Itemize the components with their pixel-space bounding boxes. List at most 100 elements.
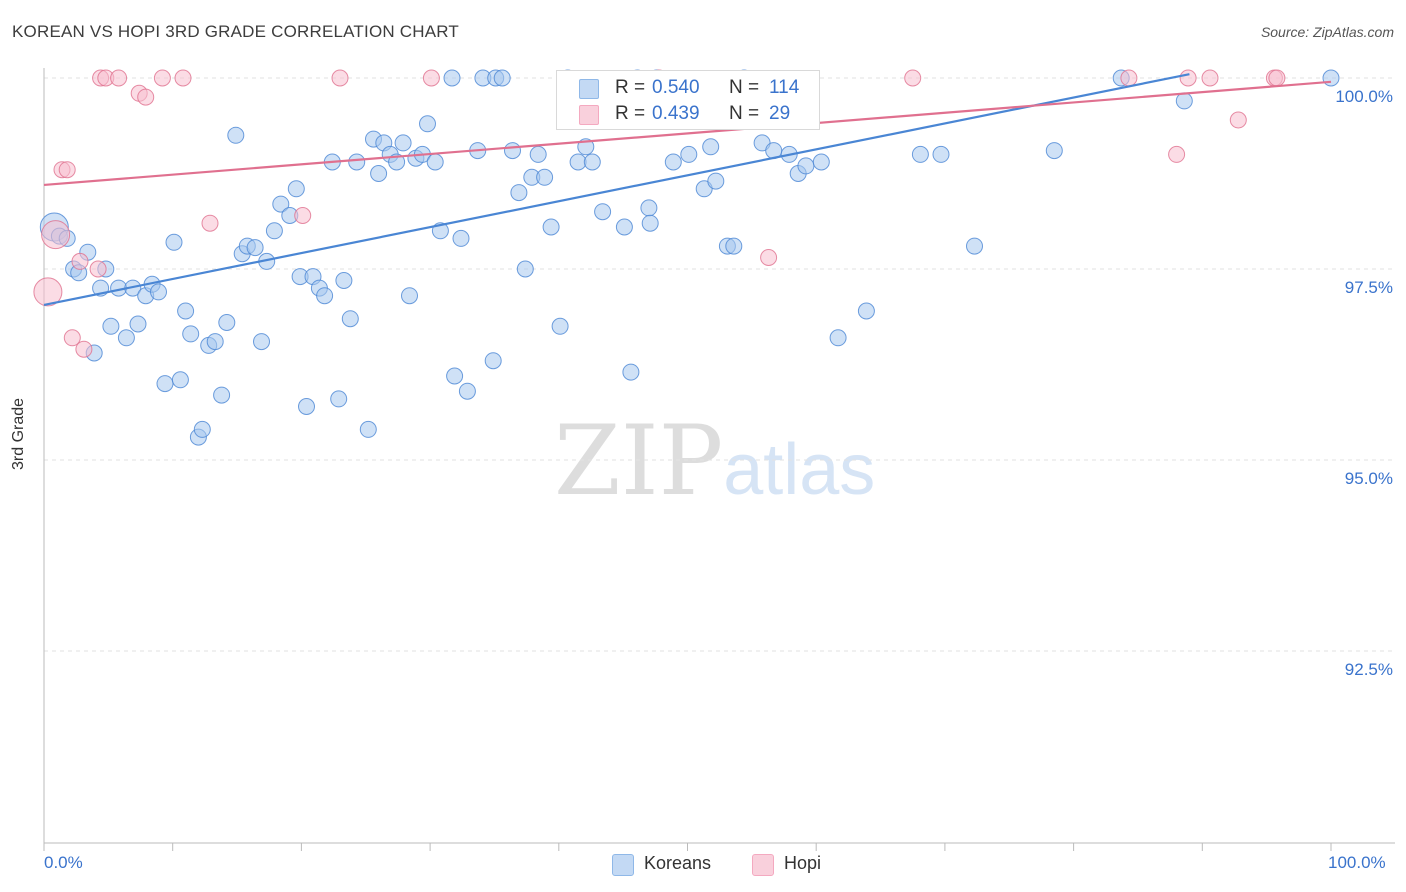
hopi-point xyxy=(201,214,219,232)
koreans-point xyxy=(102,317,120,335)
koreans-point xyxy=(707,172,725,190)
x-tick-label-max: 100.0% xyxy=(1328,853,1386,872)
hopi-point xyxy=(153,69,171,87)
hopi-point xyxy=(89,260,107,278)
hopi-legend-label: Hopi xyxy=(784,853,822,873)
koreans-point xyxy=(536,168,554,186)
koreans-point xyxy=(932,145,950,163)
koreans-point xyxy=(348,153,366,171)
koreans-point xyxy=(1175,92,1193,110)
hopi-point xyxy=(1120,69,1138,87)
stats-legend: R = 0.540 N = 114 R = 0.439 N = 29 xyxy=(556,70,820,130)
koreans-point xyxy=(253,333,270,351)
koreans-point xyxy=(206,333,224,351)
koreans-point xyxy=(246,239,264,257)
koreans-point xyxy=(583,153,601,171)
hopi-point xyxy=(75,340,93,358)
r-value: 0.439 xyxy=(652,103,700,124)
koreans-point xyxy=(227,126,245,144)
koreans-point xyxy=(484,352,502,370)
koreans-point xyxy=(452,229,470,247)
koreans-point xyxy=(1322,69,1340,87)
y-tick-label: 100.0% xyxy=(1335,87,1393,106)
hopi-point xyxy=(1268,69,1286,87)
koreans-point xyxy=(458,382,476,400)
hopi-point xyxy=(71,252,89,270)
koreans-point xyxy=(446,367,464,385)
hopi-trend-line xyxy=(43,80,1332,187)
koreans-point xyxy=(177,302,195,320)
hopi-point xyxy=(41,220,71,250)
koreans-point xyxy=(1045,142,1063,160)
koreans-point xyxy=(615,218,633,236)
koreans-point xyxy=(857,302,875,320)
source-label: Source: ZipAtlas.com xyxy=(1260,24,1394,40)
koreans-point xyxy=(156,375,174,393)
koreans-point xyxy=(966,237,983,255)
koreans-legend-swatch xyxy=(612,854,634,876)
koreans-point xyxy=(117,329,135,347)
koreans-point xyxy=(330,390,348,408)
koreans-point xyxy=(335,272,353,289)
hopi-point xyxy=(1229,111,1247,129)
hopi-point xyxy=(110,69,128,87)
koreans-point xyxy=(551,317,569,335)
koreans-point xyxy=(725,237,743,255)
hopi-point xyxy=(137,88,155,106)
koreans-point xyxy=(702,138,720,156)
koreans-point xyxy=(359,420,377,438)
koreans-point xyxy=(640,199,658,217)
r-value: 0.540 xyxy=(652,77,700,98)
koreans-point xyxy=(401,287,418,305)
hopi-legend-swatch xyxy=(752,854,774,876)
x-tick-label-min: 0.0% xyxy=(44,853,83,872)
koreans-point xyxy=(171,371,189,389)
koreans-point xyxy=(298,398,315,415)
koreans-point xyxy=(150,283,167,301)
hopi-point xyxy=(174,69,192,87)
koreans-point xyxy=(370,165,388,182)
koreans-point xyxy=(213,386,231,404)
chart-title: KOREAN VS HOPI 3RD GRADE CORRELATION CHA… xyxy=(12,22,460,41)
koreans-swatch xyxy=(579,79,599,99)
koreans-point xyxy=(569,153,587,171)
koreans-point xyxy=(542,218,560,236)
r-label: R = xyxy=(615,103,646,124)
koreans-point xyxy=(829,329,847,347)
koreans-point xyxy=(622,363,640,381)
hopi-point xyxy=(58,161,76,179)
koreans-point xyxy=(341,310,359,328)
koreans-point xyxy=(493,69,511,87)
n-value: 114 xyxy=(769,77,800,98)
hopi-swatch xyxy=(579,105,599,125)
watermark-atlas: atlas xyxy=(723,430,876,510)
koreans-point xyxy=(272,195,290,213)
koreans-point xyxy=(510,184,528,202)
koreans-point xyxy=(394,134,412,152)
koreans-point xyxy=(443,69,461,87)
koreans-point xyxy=(287,180,305,198)
hopi-point xyxy=(422,69,440,87)
hopi-point xyxy=(1179,69,1197,87)
hopi-point xyxy=(33,277,63,307)
koreans-point xyxy=(529,145,547,163)
koreans-point xyxy=(129,315,147,333)
koreans-point xyxy=(594,203,612,221)
watermark-zip: ZIP xyxy=(554,405,724,517)
y-tick-label: 95.0% xyxy=(1344,469,1393,488)
hopi-point xyxy=(63,329,81,347)
koreans-point xyxy=(812,153,830,171)
hopi-point xyxy=(1201,69,1219,87)
koreans-point xyxy=(516,260,534,278)
watermark: ZIPatlas xyxy=(554,405,875,517)
koreans-point xyxy=(664,153,682,171)
koreans-point xyxy=(419,115,436,133)
koreans-point xyxy=(797,157,815,175)
hopi-point xyxy=(760,249,778,266)
koreans-point xyxy=(316,287,334,305)
koreans-point xyxy=(193,420,211,438)
koreans-point xyxy=(218,314,236,331)
n-label: N = xyxy=(729,77,760,98)
n-value: 29 xyxy=(769,103,791,124)
